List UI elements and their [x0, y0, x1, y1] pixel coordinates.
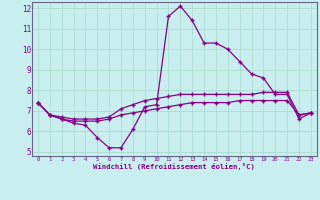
X-axis label: Windchill (Refroidissement éolien,°C): Windchill (Refroidissement éolien,°C) — [93, 163, 255, 170]
